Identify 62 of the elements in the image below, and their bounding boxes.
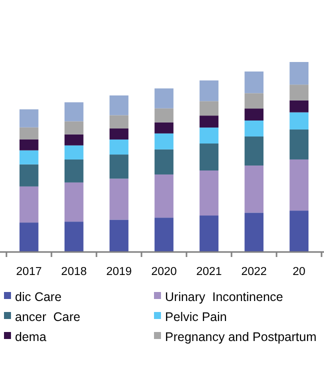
bar [20, 127, 38, 140]
bar [64, 222, 84, 252]
bar [20, 150, 38, 164]
bar [20, 139, 38, 150]
x-tick-label: 2017 [16, 266, 42, 278]
bar [110, 178, 128, 220]
bar [110, 154, 128, 179]
bar [64, 159, 84, 182]
bar [110, 140, 128, 155]
bar [154, 174, 174, 218]
legend-label: dema [15, 330, 46, 344]
x-tick-label: 2018 [61, 266, 87, 278]
x-tick-label: 2021 [196, 266, 222, 278]
bar [290, 100, 308, 112]
bar [110, 128, 128, 140]
bar [200, 216, 218, 252]
bar [110, 115, 128, 128]
legend-label: dic Care [15, 290, 62, 304]
legend-label: ancer Care [15, 310, 80, 324]
bar [154, 88, 174, 108]
bar [290, 159, 308, 211]
bar [244, 108, 264, 121]
legend-label: Urinary Incontinence [165, 290, 284, 304]
bar [20, 222, 38, 252]
bar [110, 95, 128, 116]
bar [200, 128, 218, 144]
bar [64, 182, 84, 222]
legend-label: Pelvic Pain [165, 310, 227, 324]
bar [20, 164, 38, 186]
bar [200, 170, 218, 216]
bar [64, 145, 84, 160]
bar [154, 218, 174, 252]
bar [200, 80, 218, 102]
x-tick-label: 2022 [241, 266, 267, 278]
bar [244, 212, 264, 252]
bar [110, 220, 128, 252]
x-tick-label: 20 [292, 266, 306, 278]
bar [64, 102, 84, 122]
bar [64, 121, 84, 134]
x-tick-label: 2019 [106, 266, 132, 278]
bar [154, 133, 174, 150]
legend-label: Pregnancy and Postpartum [165, 330, 316, 344]
bar [200, 101, 218, 116]
x-tick-label: 2020 [151, 266, 177, 278]
bar [244, 136, 264, 166]
bar [290, 84, 308, 100]
bar [290, 210, 308, 252]
bar [154, 108, 174, 122]
bar [290, 62, 308, 85]
bar [290, 112, 308, 130]
bar [244, 72, 264, 94]
bar [244, 166, 264, 213]
bar [290, 129, 308, 160]
bar [200, 144, 218, 170]
bar [154, 122, 174, 134]
bar [200, 116, 218, 128]
bar [244, 93, 264, 109]
bar [244, 120, 264, 136]
bar [20, 186, 38, 223]
bar [154, 149, 174, 174]
bar [20, 109, 38, 128]
bar [64, 134, 84, 146]
